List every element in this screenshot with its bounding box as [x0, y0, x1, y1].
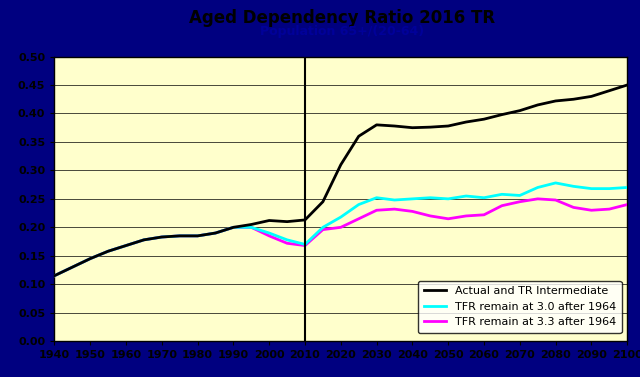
Legend: Actual and TR Intermediate, TFR remain at 3.0 after 1964, TFR remain at 3.3 afte: Actual and TR Intermediate, TFR remain a…: [418, 280, 621, 333]
Text: Aged Dependency Ratio 2016 TR: Aged Dependency Ratio 2016 TR: [189, 9, 495, 28]
Text: Population 65+/(20-64): Population 65+/(20-64): [260, 25, 424, 37]
